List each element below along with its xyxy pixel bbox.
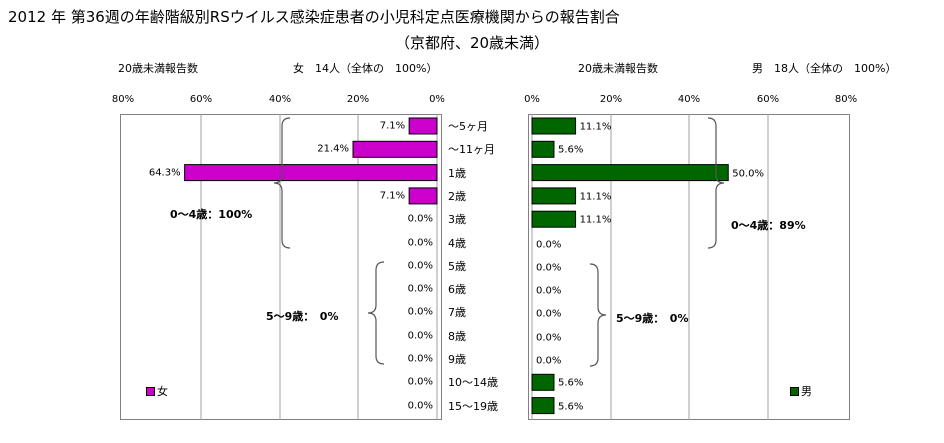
male-data-label: 11.1%: [579, 191, 612, 203]
male-tick-label: 60%: [756, 94, 780, 105]
category-label: 10～14歳: [448, 376, 498, 390]
chart-title: 2012 年 第36週の年齢階級別RSウイルス感染症患者の小児科定点医療機関から…: [8, 8, 620, 26]
male-bar: [531, 187, 577, 205]
female-header-label: 20歳未満報告数: [118, 62, 198, 75]
male-annotation-0-4: 0～4歳：89%: [731, 219, 806, 232]
female-tick-label: 20%: [346, 94, 370, 105]
male-data-label: 5.6%: [557, 377, 584, 389]
female-bar: [352, 140, 438, 158]
male-data-label: 50.0%: [732, 168, 765, 180]
male-legend-label: 男: [801, 385, 812, 398]
female-data-label: 21.4%: [317, 143, 349, 155]
male-data-label: 0.0%: [536, 332, 562, 344]
female-tick-label: 60%: [189, 94, 213, 105]
female-tick-label: 40%: [268, 94, 292, 105]
male-header-total: 男 18人（全体の 100%）: [752, 62, 897, 75]
male-bar: [531, 397, 555, 415]
male-data-label: 11.1%: [579, 214, 612, 226]
category-label: 15～19歳: [448, 399, 498, 413]
female-brace-0-4: [273, 117, 291, 249]
female-data-label: 0.0%: [407, 213, 433, 225]
chart-subtitle: （京都府、20歳未満）: [394, 34, 550, 52]
male-bar: [531, 210, 577, 228]
female-bar: [408, 117, 438, 135]
category-label: 9歳: [448, 353, 466, 366]
female-bar: [184, 164, 438, 182]
male-data-label: 0.0%: [536, 239, 562, 250]
female-bar: [408, 187, 438, 205]
female-brace-5-9: [367, 261, 385, 365]
male-tick-label: 20%: [599, 94, 623, 105]
category-label: 2歳: [448, 189, 466, 203]
male-data-label: 5.6%: [557, 401, 584, 413]
male-data-label: 0.0%: [536, 355, 562, 367]
male-legend-swatch: [790, 386, 799, 396]
female-data-label: 7.1%: [379, 120, 406, 132]
male-tick-label: 40%: [677, 94, 701, 105]
male-header-label: 20歳未満報告数: [578, 62, 658, 75]
male-bar: [531, 117, 577, 135]
male-bar: [531, 140, 555, 158]
male-data-label: 0.0%: [536, 285, 562, 297]
female-header-total: 女 14人（全体の 100%）: [293, 62, 438, 75]
male-annotation-5-9: 5～9歳： 0%: [616, 312, 689, 325]
male-data-label: 11.1%: [579, 121, 612, 133]
male-tick-label: 80%: [834, 94, 858, 105]
category-label: 4歳: [448, 236, 466, 250]
female-data-label: 0.0%: [407, 237, 433, 248]
female-legend-swatch: [146, 386, 155, 396]
female-data-label: 0.0%: [407, 353, 433, 365]
female-data-label: 64.3%: [148, 167, 181, 179]
category-label: 1歳: [448, 166, 466, 180]
female-data-label: 0.0%: [407, 283, 433, 295]
female-data-label: 7.1%: [379, 190, 406, 202]
category-label: 7歳: [448, 306, 466, 320]
female-data-label: 0.0%: [407, 376, 433, 388]
male-brace-5-9: [589, 263, 607, 367]
female-annotation-5-9: 5～9歳： 0%: [266, 310, 339, 323]
female-legend-label: 女: [157, 385, 168, 398]
female-annotation-0-4: 0～4歳：100%: [170, 208, 253, 221]
male-bar: [531, 164, 729, 182]
female-plot-area: [120, 114, 442, 420]
male-tick-label: 0%: [524, 94, 540, 105]
female-tick-label: 80%: [111, 94, 135, 105]
female-data-label: 0.0%: [407, 330, 433, 342]
male-data-label: 0.0%: [536, 308, 562, 320]
male-data-label: 0.0%: [536, 262, 562, 274]
category-label: 8歳: [448, 329, 466, 343]
category-label: ～5ヶ月: [448, 120, 488, 133]
category-label: 6歳: [448, 283, 466, 297]
male-data-label: 5.6%: [557, 144, 584, 156]
male-legend: 男: [790, 383, 812, 399]
female-data-label: 0.0%: [407, 400, 433, 412]
female-legend: 女: [146, 383, 168, 399]
male-brace-0-4: [707, 117, 725, 249]
male-bar: [531, 373, 555, 391]
female-data-label: 0.0%: [407, 306, 433, 318]
female-tick-label: 0%: [429, 94, 445, 105]
category-label: 3歳: [448, 213, 466, 227]
category-label: ～11ヶ月: [448, 143, 495, 157]
category-label: 5歳: [448, 259, 466, 273]
female-data-label: 0.0%: [407, 260, 433, 272]
